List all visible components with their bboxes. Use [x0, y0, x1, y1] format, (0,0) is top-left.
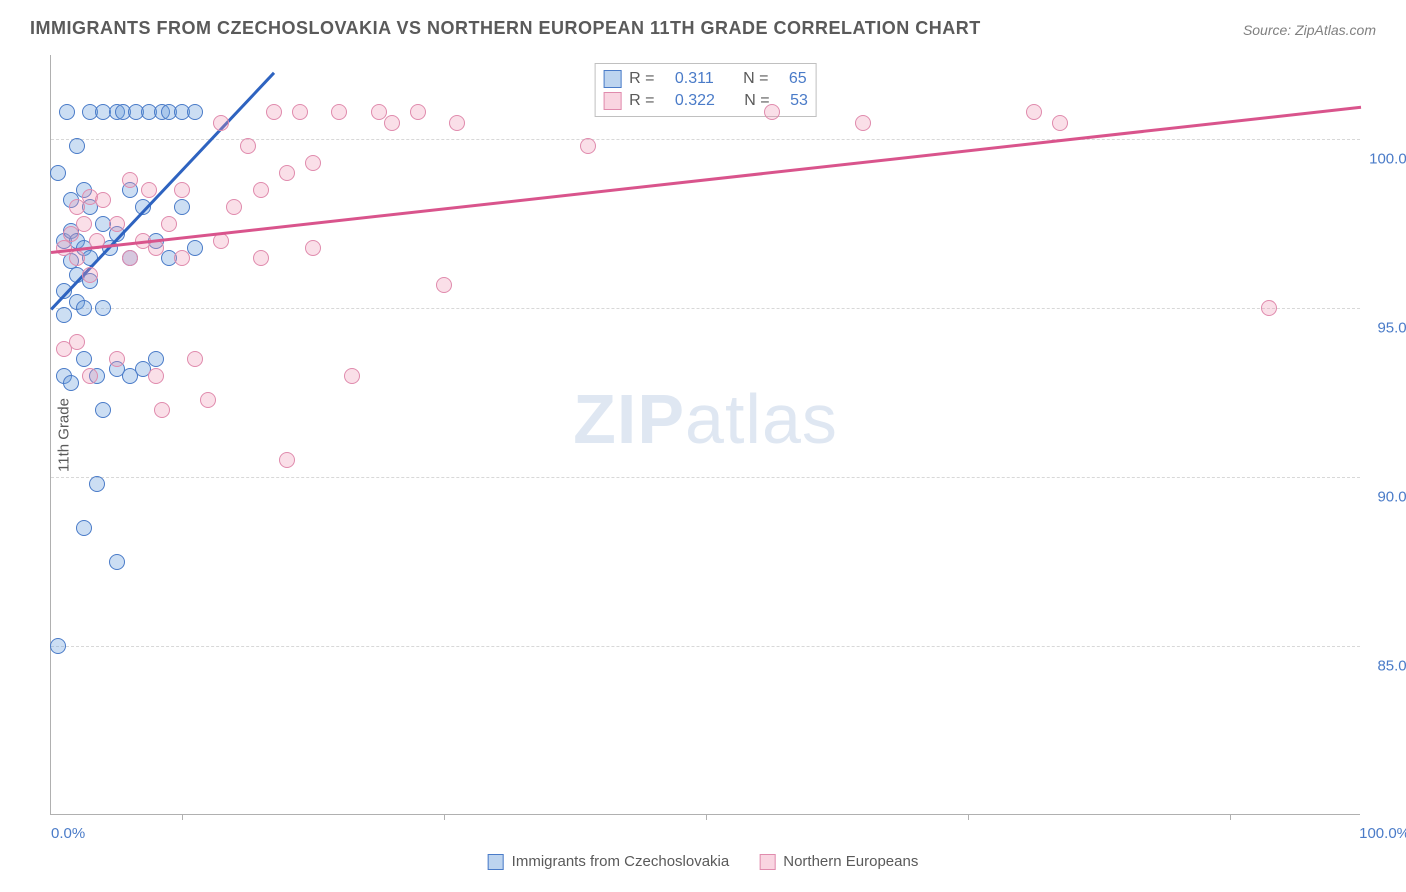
scatter-point [240, 138, 256, 154]
chart-title: IMMIGRANTS FROM CZECHOSLOVAKIA VS NORTHE… [30, 18, 981, 39]
stat-n-value: 65 [789, 70, 807, 88]
scatter-point [50, 165, 66, 181]
y-tick-label: 100.0% [1365, 151, 1406, 168]
scatter-point [174, 199, 190, 215]
watermark-part-b: atlas [685, 380, 838, 458]
x-axis-label-max: 100.0% [1359, 825, 1406, 842]
scatter-point [279, 165, 295, 181]
scatter-point [76, 300, 92, 316]
gridline [51, 646, 1360, 647]
gridline [51, 477, 1360, 478]
scatter-point [449, 115, 465, 131]
stat-n-value: 53 [790, 92, 808, 110]
x-tick [182, 814, 183, 820]
source-attribution: Source: ZipAtlas.com [1243, 22, 1376, 38]
scatter-point [82, 267, 98, 283]
scatter-point [69, 138, 85, 154]
stat-r-label: R = [629, 92, 654, 110]
scatter-point [76, 520, 92, 536]
scatter-point [436, 277, 452, 293]
scatter-point [50, 638, 66, 654]
y-axis-title: 11th Grade [55, 398, 72, 472]
stat-r-value: 0.322 [675, 92, 715, 110]
legend-item: Immigrants from Czechoslovakia [488, 853, 730, 870]
scatter-point [122, 250, 138, 266]
scatter-point [213, 115, 229, 131]
stat-r-label: R = [629, 70, 654, 88]
watermark-part-a: ZIP [573, 380, 685, 458]
scatter-point [63, 375, 79, 391]
trend-line [51, 106, 1361, 254]
scatter-point [161, 216, 177, 232]
scatter-point [292, 104, 308, 120]
scatter-point [154, 402, 170, 418]
legend-swatch [488, 854, 504, 870]
scatter-point [59, 104, 75, 120]
scatter-point [253, 182, 269, 198]
scatter-point [279, 452, 295, 468]
watermark: ZIPatlas [573, 379, 838, 459]
legend-label: Northern Europeans [783, 853, 918, 870]
plot-area: 11th Grade ZIPatlas R = 0.311 N = 65R = … [50, 55, 1360, 815]
scatter-point [855, 115, 871, 131]
stats-row: R = 0.311 N = 65 [603, 68, 808, 90]
scatter-point [56, 307, 72, 323]
scatter-point [148, 368, 164, 384]
scatter-point [187, 104, 203, 120]
scatter-point [187, 351, 203, 367]
legend-swatch [759, 854, 775, 870]
scatter-point [76, 351, 92, 367]
legend-item: Northern Europeans [759, 853, 918, 870]
scatter-point [69, 334, 85, 350]
y-tick-label: 95.0% [1365, 320, 1406, 337]
scatter-point [95, 402, 111, 418]
legend-label: Immigrants from Czechoslovakia [512, 853, 730, 870]
scatter-point [1026, 104, 1042, 120]
scatter-point [95, 300, 111, 316]
scatter-point [69, 250, 85, 266]
scatter-point [266, 104, 282, 120]
scatter-point [122, 172, 138, 188]
x-axis-label-min: 0.0% [51, 825, 85, 842]
scatter-point [384, 115, 400, 131]
scatter-point [1261, 300, 1277, 316]
scatter-point [109, 351, 125, 367]
scatter-point [253, 250, 269, 266]
x-tick [968, 814, 969, 820]
gridline [51, 308, 1360, 309]
x-tick [706, 814, 707, 820]
scatter-point [109, 554, 125, 570]
x-tick [444, 814, 445, 820]
scatter-point [82, 368, 98, 384]
stat-n-label: N = [743, 70, 768, 88]
scatter-point [174, 250, 190, 266]
bottom-legend: Immigrants from Czechoslovakia Northern E… [488, 853, 919, 870]
scatter-point [141, 182, 157, 198]
legend-swatch [603, 92, 621, 110]
scatter-point [109, 216, 125, 232]
scatter-point [76, 216, 92, 232]
scatter-point [174, 182, 190, 198]
scatter-point [89, 476, 105, 492]
stat-r-value: 0.311 [675, 70, 714, 88]
scatter-point [764, 104, 780, 120]
scatter-point [410, 104, 426, 120]
scatter-point [226, 199, 242, 215]
scatter-point [95, 192, 111, 208]
x-tick [1230, 814, 1231, 820]
scatter-point [148, 351, 164, 367]
scatter-point [187, 240, 203, 256]
scatter-point [344, 368, 360, 384]
scatter-point [580, 138, 596, 154]
y-tick-label: 85.0% [1365, 658, 1406, 675]
scatter-point [1052, 115, 1068, 131]
y-tick-label: 90.0% [1365, 489, 1406, 506]
scatter-point [200, 392, 216, 408]
legend-swatch [603, 70, 621, 88]
scatter-point [305, 240, 321, 256]
correlation-stats-box: R = 0.311 N = 65R = 0.322 N = 53 [594, 63, 817, 117]
scatter-point [305, 155, 321, 171]
scatter-point [331, 104, 347, 120]
